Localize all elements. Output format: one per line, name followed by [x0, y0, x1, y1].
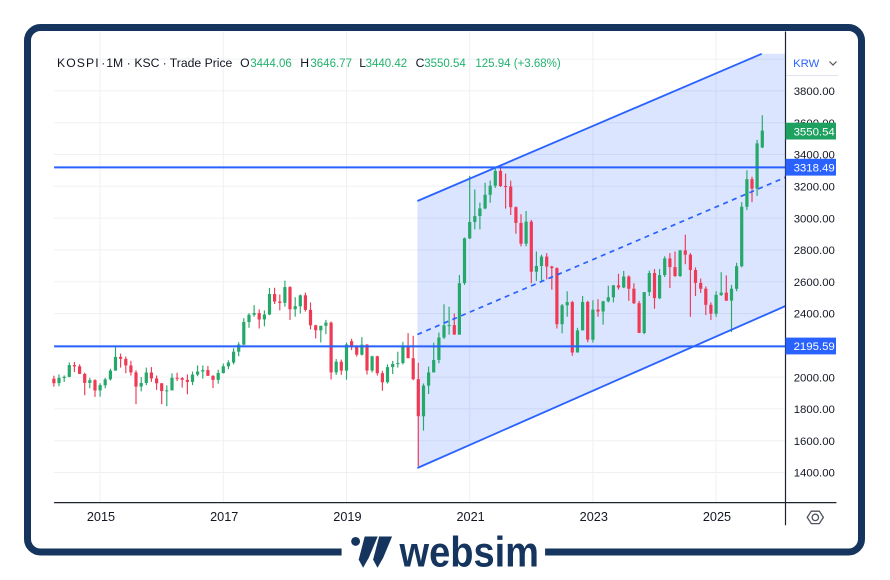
svg-text:C: C [416, 56, 425, 70]
svg-text:2015: 2015 [87, 510, 115, 524]
svg-text:3800.00: 3800.00 [794, 86, 835, 98]
svg-text:H: H [300, 56, 309, 70]
svg-text:·: · [163, 56, 167, 70]
svg-text:websim: websim [399, 528, 539, 576]
svg-text:2021: 2021 [456, 510, 484, 524]
svg-text:3400.00: 3400.00 [794, 150, 835, 162]
svg-text:3550.54: 3550.54 [424, 58, 466, 70]
svg-text:3200.00: 3200.00 [794, 182, 835, 194]
svg-text:2800.00: 2800.00 [794, 245, 835, 257]
svg-text:·: · [101, 56, 105, 70]
svg-text:2019: 2019 [333, 510, 361, 524]
svg-text:3646.77: 3646.77 [310, 58, 352, 70]
svg-text:Trade Price: Trade Price [170, 56, 233, 70]
svg-text:2600.00: 2600.00 [794, 277, 835, 289]
svg-text:KOSPI: KOSPI [57, 56, 100, 70]
svg-text:3440.42: 3440.42 [366, 58, 408, 70]
svg-text:3444.06: 3444.06 [250, 58, 292, 70]
svg-text:2023: 2023 [580, 510, 608, 524]
svg-text:1800.00: 1800.00 [794, 404, 835, 416]
svg-text:KRW: KRW [793, 58, 819, 70]
svg-text:3318.49: 3318.49 [794, 162, 835, 174]
svg-text:3550.54: 3550.54 [794, 126, 835, 138]
svg-text:2195.59: 2195.59 [794, 341, 835, 353]
svg-text:1600.00: 1600.00 [794, 436, 835, 448]
svg-text:2400.00: 2400.00 [794, 309, 835, 321]
svg-text:3000.00: 3000.00 [794, 213, 835, 225]
svg-text:KSC: KSC [134, 56, 159, 70]
svg-text:O: O [240, 56, 249, 70]
svg-text:2000.00: 2000.00 [794, 372, 835, 384]
svg-text:1M: 1M [106, 56, 123, 70]
svg-text:2017: 2017 [210, 510, 238, 524]
svg-text:·: · [127, 56, 131, 70]
svg-text:L: L [359, 56, 366, 70]
svg-text:125.94 (+3.68%): 125.94 (+3.68%) [475, 58, 561, 70]
svg-text:2025: 2025 [703, 510, 731, 524]
svg-text:1400.00: 1400.00 [794, 468, 835, 480]
